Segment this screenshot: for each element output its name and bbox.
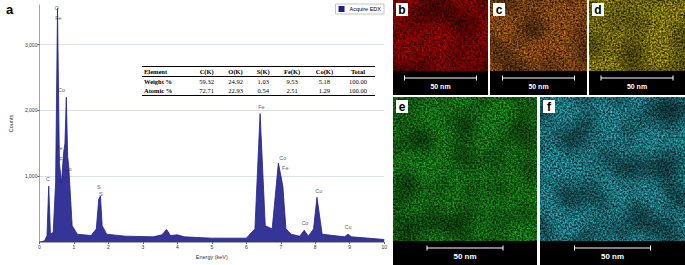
svg-text:6: 6 [245,244,248,250]
svg-text:1: 1 [73,244,76,250]
html-text:Element: Element [144,68,168,75]
svg-text:2,000: 2,000 [25,107,38,113]
svg-text:1,000: 1,000 [25,173,38,179]
svg-text:50 nm: 50 nm [430,83,450,90]
svg-text:9: 9 [348,244,351,250]
svg-text:Fe: Fe [55,15,61,21]
svg-text:50 nm: 50 nm [453,252,476,261]
html-text:0.54: 0.54 [257,87,269,94]
svg-text:10: 10 [381,244,387,250]
html-text:O(K): O(K) [228,68,243,75]
html-text:1.03: 1.03 [257,78,269,85]
svg-text:Co: Co [301,220,308,226]
svg-text:Fe: Fe [282,165,288,171]
svg-text:e: e [399,100,406,114]
svg-text:4: 4 [176,244,179,250]
svg-text:Co: Co [279,155,286,161]
html-text:100.00: 100.00 [349,78,367,85]
svg-text:Fe: Fe [59,156,65,162]
svg-text:Fe: Fe [258,104,264,110]
html-text:2.51: 2.51 [286,87,298,94]
svg-text:S: S [97,184,101,190]
html-text:24.92: 24.92 [228,78,243,85]
html-text:100.00: 100.00 [349,87,367,94]
svg-text:Cu: Cu [315,188,322,194]
svg-text:d: d [594,3,601,17]
svg-text:Acquire EDX: Acquire EDX [350,6,382,12]
html-text:Co(K): Co(K) [315,68,334,75]
html-text:9.53: 9.53 [286,78,298,85]
html-text:S(K): S(K) [256,68,270,75]
svg-text:b: b [398,3,405,17]
html-text:5.18: 5.18 [318,78,331,85]
svg-text:2: 2 [107,244,110,250]
svg-text:Co: Co [58,87,65,93]
svg-text:7: 7 [279,244,282,250]
svg-text:f: f [547,100,552,114]
svg-text:O: O [55,5,60,11]
svg-text:Counts: Counts [8,115,14,133]
html-text:1.29: 1.29 [318,87,331,94]
svg-text:Cu: Cu [344,224,351,230]
svg-text:50 nm: 50 nm [601,252,624,261]
html-text:22.93: 22.93 [228,87,243,94]
svg-text:3: 3 [141,244,144,250]
svg-text:Fe: Fe [56,145,62,151]
html-text:C(K): C(K) [199,68,214,75]
svg-text:50 nm: 50 nm [528,83,548,90]
html-text:Fe(K): Fe(K) [284,68,301,75]
html-text:a: a [6,2,14,17]
svg-text:3,000: 3,000 [25,42,38,48]
html-text:Atomic %: Atomic % [144,87,173,94]
html-text:59.32: 59.32 [199,78,214,85]
svg-text:0: 0 [38,244,41,250]
svg-text:5: 5 [210,244,213,250]
html-text:72.71: 72.71 [199,87,214,94]
svg-text:S: S [99,191,103,197]
html-text:Weight %: Weight % [144,78,172,85]
svg-text:c: c [496,3,503,17]
svg-text:C: C [46,176,50,182]
svg-text:Energy (keV): Energy (keV) [196,254,228,260]
html-text:Total: Total [350,68,366,75]
svg-text:8: 8 [314,244,317,250]
svg-text:Co: Co [65,166,72,172]
svg-text:50 nm: 50 nm [627,83,647,90]
